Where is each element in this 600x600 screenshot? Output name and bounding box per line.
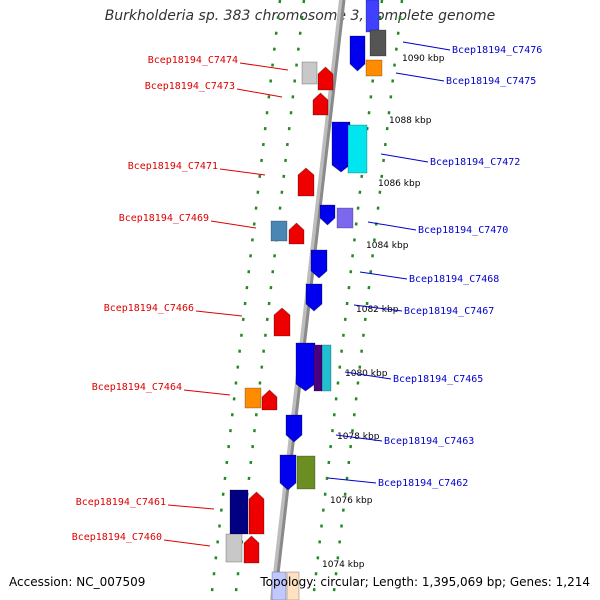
- ruler-label: 1076 kbp: [330, 496, 373, 506]
- gene-block: [225, 533, 243, 563]
- leader-line: [395, 72, 445, 82]
- leader-line: [380, 153, 429, 163]
- locus-label: Bcep18194_C7465: [393, 374, 483, 385]
- leader-line: [335, 434, 383, 442]
- leader-line: [353, 304, 403, 312]
- gene-block: [270, 220, 288, 242]
- gene-block: [365, 0, 380, 33]
- map-title: Burkholderia sp. 383 chromosome 3, compl…: [104, 8, 496, 24]
- gene-arrow: [273, 307, 291, 337]
- leader-line: [167, 504, 215, 510]
- ruler-label: 1086 kbp: [378, 179, 421, 189]
- gene-arrow: [261, 389, 278, 411]
- ruler-label: 1088 kbp: [389, 116, 432, 126]
- gene-arrow: [297, 167, 315, 197]
- locus-label: Bcep18194_C7468: [409, 274, 499, 285]
- locus-label: Bcep18194_C7470: [418, 225, 508, 236]
- leader-line: [195, 310, 243, 317]
- gene-block: [229, 489, 249, 535]
- ruler-label: 1078 kbp: [337, 432, 380, 442]
- ruler-label: 1084 kbp: [366, 241, 409, 251]
- gene-block: [271, 571, 287, 600]
- locus-label: Bcep18194_C7471: [128, 161, 218, 172]
- gene-block: [301, 61, 318, 85]
- leader-line: [210, 220, 257, 229]
- locus-label: Bcep18194_C7475: [446, 76, 536, 87]
- ruler-label: 1074 kbp: [322, 560, 365, 570]
- locus-label: Bcep18194_C7473: [145, 81, 235, 92]
- gene-arrow: [248, 491, 265, 535]
- locus-label: Bcep18194_C7461: [76, 497, 166, 508]
- gene-arrow: [310, 249, 328, 279]
- leader-line: [219, 168, 266, 176]
- leader-line: [236, 88, 283, 98]
- locus-label: Bcep18194_C7467: [404, 306, 494, 317]
- tick-track-4: [331, 0, 404, 600]
- gene-arrow: [317, 66, 334, 91]
- gene-block: [369, 29, 387, 57]
- gene-arrow: [305, 283, 323, 312]
- locus-label: Bcep18194_C7476: [452, 45, 542, 56]
- gene-arrow: [349, 35, 366, 72]
- gene-arrow: [288, 222, 305, 245]
- ruler-label: 1080 kbp: [345, 369, 388, 379]
- gene-arrow: [243, 535, 260, 564]
- leader-line: [239, 62, 289, 71]
- leader-line: [163, 539, 211, 547]
- gene-arrow: [295, 342, 316, 392]
- gene-arrow: [279, 454, 297, 491]
- ruler-label: 1082 kbp: [356, 305, 399, 315]
- locus-label: Bcep18194_C7466: [104, 303, 194, 314]
- gene-block: [296, 455, 316, 490]
- locus-label: Bcep18194_C7474: [148, 55, 238, 66]
- gene-block: [321, 344, 332, 392]
- ruler-label: 1090 kbp: [402, 54, 445, 64]
- leader-line: [402, 41, 451, 51]
- gene-block: [336, 207, 354, 229]
- gene-block: [365, 59, 383, 77]
- leader-line: [367, 221, 417, 231]
- topology-text: Topology: circular; Length: 1,395,069 bp…: [260, 575, 590, 589]
- locus-label: Bcep18194_C7462: [378, 478, 468, 489]
- accession-text: Accession: NC_007509: [9, 575, 146, 589]
- gene-block: [244, 387, 262, 409]
- leader-line: [327, 477, 377, 484]
- leader-line: [359, 271, 408, 280]
- gene-arrow: [331, 121, 351, 173]
- gene-arrow: [319, 204, 336, 226]
- locus-label: Bcep18194_C7463: [384, 436, 474, 447]
- locus-label: Bcep18194_C7469: [119, 213, 209, 224]
- gene-arrow: [312, 92, 329, 116]
- locus-label: Bcep18194_C7460: [72, 532, 162, 543]
- locus-label: Bcep18194_C7464: [92, 382, 182, 393]
- gene-block: [286, 571, 300, 600]
- gene-block: [347, 124, 368, 174]
- locus-label: Bcep18194_C7472: [430, 157, 520, 168]
- leader-line: [344, 371, 392, 380]
- gene-block: [313, 344, 323, 392]
- gene-arrow: [285, 414, 303, 443]
- leader-line: [183, 389, 231, 396]
